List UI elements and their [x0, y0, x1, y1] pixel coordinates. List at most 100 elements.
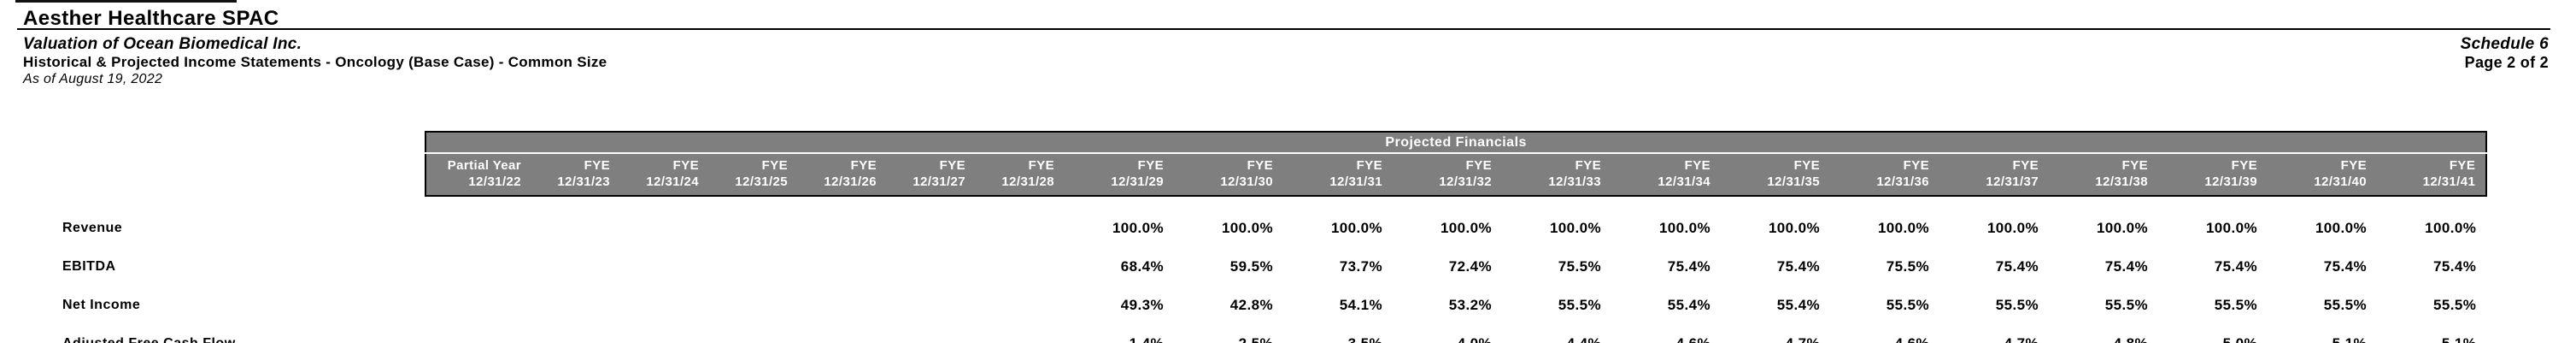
value-cell — [620, 209, 709, 247]
column-header: FYE 12/31/30 — [1174, 153, 1283, 197]
period-date: 12/31/32 — [1439, 174, 1492, 189]
period-label: FYE — [1684, 158, 1710, 173]
value-cell — [425, 209, 531, 247]
period-label: FYE — [1903, 158, 1929, 173]
value-cell: 55.5% — [2214, 296, 2257, 313]
value-cell: 55.5% — [1886, 296, 1929, 313]
column-header: FYE 12/31/41 — [2377, 153, 2488, 197]
company-title: Aesther Healthcare SPAC — [23, 7, 279, 30]
value-cell: 54.1% — [1339, 296, 1382, 313]
value-cell — [976, 247, 1065, 286]
column-header: FYE 12/31/40 — [2268, 153, 2377, 197]
value-cell — [709, 286, 798, 324]
top-edge-artifact — [15, 0, 237, 3]
period-label: FYE — [2231, 158, 2257, 173]
column-header-row: Partial Year 12/31/22 FYE 12/31/23 FYE 12/31/… — [0, 153, 2488, 197]
value-cell: 5.1% — [2332, 334, 2367, 343]
value-cell — [798, 286, 887, 324]
value-cell: 100.0% — [2205, 219, 2257, 236]
value-cell: 59.5% — [1229, 257, 1273, 275]
value-cell: 100.0% — [1658, 219, 1710, 236]
value-cell: 100.0% — [1221, 219, 1273, 236]
value-cell: 55.5% — [2323, 296, 2367, 313]
band-title-row: Projected Financials — [0, 131, 2488, 154]
value-cell: 100.0% — [2425, 219, 2477, 236]
period-date: 12/31/36 — [1876, 174, 1929, 189]
value-cell — [425, 286, 531, 324]
spacer-cell — [0, 196, 2486, 209]
row-label: Net Income — [62, 297, 141, 312]
value-cell — [887, 286, 976, 324]
period-label: FYE — [1465, 158, 1492, 173]
value-cell — [709, 324, 798, 343]
page-number-label: Page 2 of 2 — [2464, 54, 2549, 71]
value-cell: 100.0% — [1112, 219, 1164, 236]
value-cell: 75.5% — [1558, 257, 1601, 275]
period-label: Partial Year — [447, 158, 521, 173]
value-cell — [531, 286, 620, 324]
value-cell: 42.8% — [1229, 296, 1273, 313]
value-cell: 100.0% — [2096, 219, 2148, 236]
period-label: FYE — [761, 158, 788, 173]
value-cell: 75.4% — [1667, 257, 1710, 275]
table-row: Net Income 49.3% 42.8% 54.1% 53.2% 55.5% 55.4%… — [0, 286, 2486, 324]
spacer-row — [0, 196, 2486, 209]
value-cell — [798, 324, 887, 343]
band-title: Projected Financials — [424, 131, 2488, 154]
value-cell — [531, 209, 620, 247]
period-date: 12/31/35 — [1767, 174, 1820, 189]
value-cell: 2.5% — [1238, 334, 1273, 343]
value-cell — [887, 209, 976, 247]
value-cell: 49.3% — [1120, 296, 1164, 313]
value-cell: 5.0% — [2222, 334, 2257, 343]
column-header: FYE 12/31/29 — [1065, 153, 1174, 197]
value-cell: 100.0% — [1768, 219, 1820, 236]
period-label: FYE — [584, 158, 610, 173]
value-cell: 75.5% — [1886, 257, 1929, 275]
period-label: FYE — [1137, 158, 1164, 173]
period-label: FYE — [1356, 158, 1382, 173]
value-cell — [620, 324, 709, 343]
value-cell — [887, 324, 976, 343]
column-header: FYE 12/31/34 — [1611, 153, 1721, 197]
column-header: FYE 12/31/38 — [2049, 153, 2158, 197]
value-cell — [976, 286, 1065, 324]
value-cell: 55.5% — [1558, 296, 1601, 313]
value-cell — [425, 247, 531, 286]
period-label: FYE — [672, 158, 699, 173]
period-date: 12/31/29 — [1111, 174, 1164, 189]
period-label: FYE — [1247, 158, 1273, 173]
column-header: FYE 12/31/27 — [887, 153, 976, 197]
period-date: 12/31/37 — [1986, 174, 2039, 189]
column-header: FYE 12/31/26 — [798, 153, 887, 197]
header-gutter — [0, 132, 425, 153]
column-header: Partial Year 12/31/22 — [425, 153, 531, 197]
value-cell — [620, 286, 709, 324]
value-cell: 4.0% — [1457, 334, 1492, 343]
value-cell — [976, 209, 1065, 247]
table-row: Adjusted Free Cash Flow 1.4% 2.5% 3.5% 4.0% 4… — [0, 324, 2486, 343]
column-header: FYE 12/31/28 — [976, 153, 1065, 197]
value-cell: 68.4% — [1120, 257, 1164, 275]
value-cell: 100.0% — [1330, 219, 1382, 236]
column-header: FYE 12/31/37 — [1939, 153, 2049, 197]
column-header: FYE 12/31/39 — [2158, 153, 2268, 197]
period-label: FYE — [1793, 158, 1820, 173]
value-cell: 55.4% — [1667, 296, 1710, 313]
value-cell — [798, 247, 887, 286]
value-cell: 75.4% — [2323, 257, 2367, 275]
value-cell: 75.4% — [2104, 257, 2148, 275]
column-header: FYE 12/31/32 — [1393, 153, 1502, 197]
as-of-date: As of August 19, 2022 — [23, 72, 163, 86]
value-cell: 4.6% — [1675, 334, 1710, 343]
financials-table: Projected Financials Partial Year 12/31/2… — [0, 131, 2488, 343]
column-header: FYE 12/31/23 — [531, 153, 620, 197]
value-cell: 73.7% — [1339, 257, 1382, 275]
value-cell: 4.7% — [1785, 334, 1820, 343]
period-date: 12/31/39 — [2204, 174, 2257, 189]
period-date: 12/31/30 — [1220, 174, 1273, 189]
value-cell — [887, 247, 976, 286]
value-cell: 5.1% — [2441, 334, 2477, 343]
value-cell — [709, 209, 798, 247]
